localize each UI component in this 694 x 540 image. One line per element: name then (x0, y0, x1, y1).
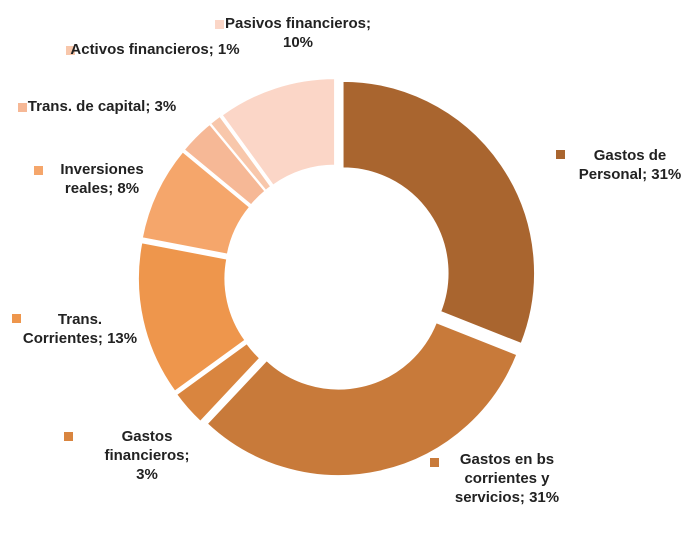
donut-slice (137, 241, 247, 393)
donut-slice (220, 77, 336, 187)
data-label: Gastos de Personal; 31% (578, 147, 682, 183)
donut-slice (183, 123, 267, 207)
label-marker (12, 314, 21, 323)
label-marker (66, 46, 75, 55)
label-marker (215, 20, 224, 29)
label-marker (34, 166, 43, 175)
data-label: Trans. Corrientes; 13% (22, 311, 138, 347)
data-label: Gastos financieros; 3% (104, 428, 190, 483)
donut-slice (209, 115, 273, 192)
data-label: Inversiones reales; 8% (60, 161, 144, 197)
label-marker (18, 103, 27, 112)
donut-slice (206, 321, 519, 477)
donut-slice (175, 342, 261, 423)
label-marker (430, 458, 439, 467)
donut-slice (141, 150, 251, 256)
label-marker (556, 150, 565, 159)
data-label: Trans. de capital; 3% (27, 98, 177, 115)
data-label: Activos financieros; 1% (70, 41, 240, 58)
data-label: Pasivos financieros; 10% (225, 15, 371, 51)
donut-slice (342, 80, 536, 345)
label-marker (64, 432, 73, 441)
data-label: Gastos en bs corrientes y servicios; 31% (454, 451, 560, 506)
